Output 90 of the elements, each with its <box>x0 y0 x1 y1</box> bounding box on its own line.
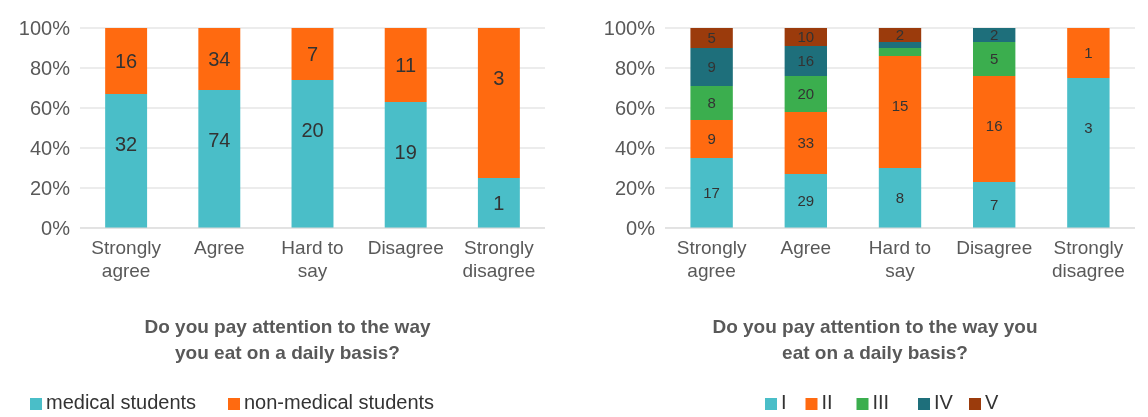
bar <box>291 28 334 80</box>
bar <box>690 120 733 158</box>
annotation: 10 <box>797 28 815 46</box>
legend-label: III <box>872 391 890 413</box>
y-tick-label: 80% <box>29 57 71 79</box>
legend-label: non-medical students <box>244 391 435 413</box>
annotation: 7 <box>306 43 319 65</box>
bar <box>878 56 922 168</box>
annotation: 32 <box>115 133 138 155</box>
x-tick-label: Hard to say <box>281 237 344 281</box>
y-tick-label: 20% <box>614 177 656 199</box>
legend-label: IV <box>934 391 954 413</box>
bar <box>477 178 520 228</box>
annotation: 3 <box>1084 119 1093 137</box>
text: Do you pay attention to the way you eat on a daily basis? <box>144 316 431 363</box>
bar <box>198 90 241 228</box>
bar <box>690 86 733 120</box>
bar <box>198 28 241 90</box>
annotation: 5 <box>990 50 999 68</box>
y-tick-label: 60% <box>614 97 656 119</box>
annotation: 15 <box>891 97 909 115</box>
y-tick-label: 40% <box>29 137 71 159</box>
annotation: 33 <box>797 134 815 152</box>
annotation: 11 <box>395 54 417 76</box>
bar <box>690 28 733 48</box>
bar <box>878 168 922 228</box>
y-tick-label: 100% <box>18 17 71 39</box>
annotation: 2 <box>990 26 999 44</box>
bar <box>784 174 827 228</box>
y-tick-label: 40% <box>614 137 656 159</box>
bar <box>784 76 827 112</box>
annotation: 7 <box>990 196 999 214</box>
bar <box>878 48 922 56</box>
annotation: 2 <box>895 26 905 44</box>
bar <box>878 28 922 42</box>
bar <box>384 102 427 228</box>
x-tick-label: Agree <box>193 237 245 258</box>
annotation: 16 <box>115 50 138 72</box>
bar <box>477 28 520 178</box>
legend-label: V <box>985 391 999 413</box>
x-tick-label: Strongly disagree <box>462 237 536 281</box>
annotation: 17 <box>703 184 720 202</box>
bar <box>291 80 334 228</box>
annotation: 5 <box>707 29 716 47</box>
bar <box>105 94 148 228</box>
x-tick-label: Disagree <box>367 237 444 258</box>
annotation: 1 <box>1084 44 1093 62</box>
annotation: 34 <box>208 48 231 70</box>
annotation: 3 <box>493 67 505 89</box>
y-tick-label: 20% <box>29 177 71 199</box>
annotation: 74 <box>208 129 231 151</box>
bar <box>1067 78 1110 228</box>
annotation: 16 <box>985 117 1003 135</box>
x-tick-label: Agree <box>780 237 832 258</box>
x-tick-label: Strongly agree <box>676 237 747 281</box>
annotation: 8 <box>707 94 716 112</box>
bar <box>973 42 1016 76</box>
annotation: 1 <box>493 192 505 214</box>
annotation: 19 <box>394 141 417 163</box>
bar <box>690 158 733 228</box>
y-tick-label: 0% <box>41 217 71 239</box>
bar <box>973 182 1016 228</box>
annotation: 8 <box>895 189 905 207</box>
text: Do you pay attention to the way you eat on a daily basis? <box>712 316 1038 363</box>
bar <box>973 28 1016 42</box>
bar <box>784 112 827 174</box>
x-tick-label: Strongly disagree <box>1051 237 1125 281</box>
x-tick-label: Strongly agree <box>91 237 162 281</box>
annotation: 20 <box>797 85 815 103</box>
annotation: 20 <box>301 119 324 141</box>
y-tick-label: 100% <box>603 17 656 39</box>
y-tick-label: 60% <box>29 97 71 119</box>
bar <box>1067 28 1110 78</box>
legend-label: medical students <box>46 391 197 413</box>
x-tick-label: Hard to say <box>868 237 932 281</box>
bar <box>784 46 827 76</box>
bar <box>878 42 922 48</box>
legend-label: I <box>781 391 787 413</box>
annotation: 9 <box>707 130 716 148</box>
x-tick-label: Disagree <box>956 237 1033 258</box>
annotation: 9 <box>707 58 716 76</box>
annotation: 29 <box>797 192 815 210</box>
bar <box>384 28 427 102</box>
annotation: 16 <box>797 52 815 70</box>
bar <box>973 76 1016 182</box>
bar <box>105 28 148 94</box>
y-tick-label: 80% <box>614 57 656 79</box>
bar <box>690 48 733 86</box>
y-tick-label: 0% <box>626 217 656 239</box>
legend-label: II <box>821 391 833 413</box>
